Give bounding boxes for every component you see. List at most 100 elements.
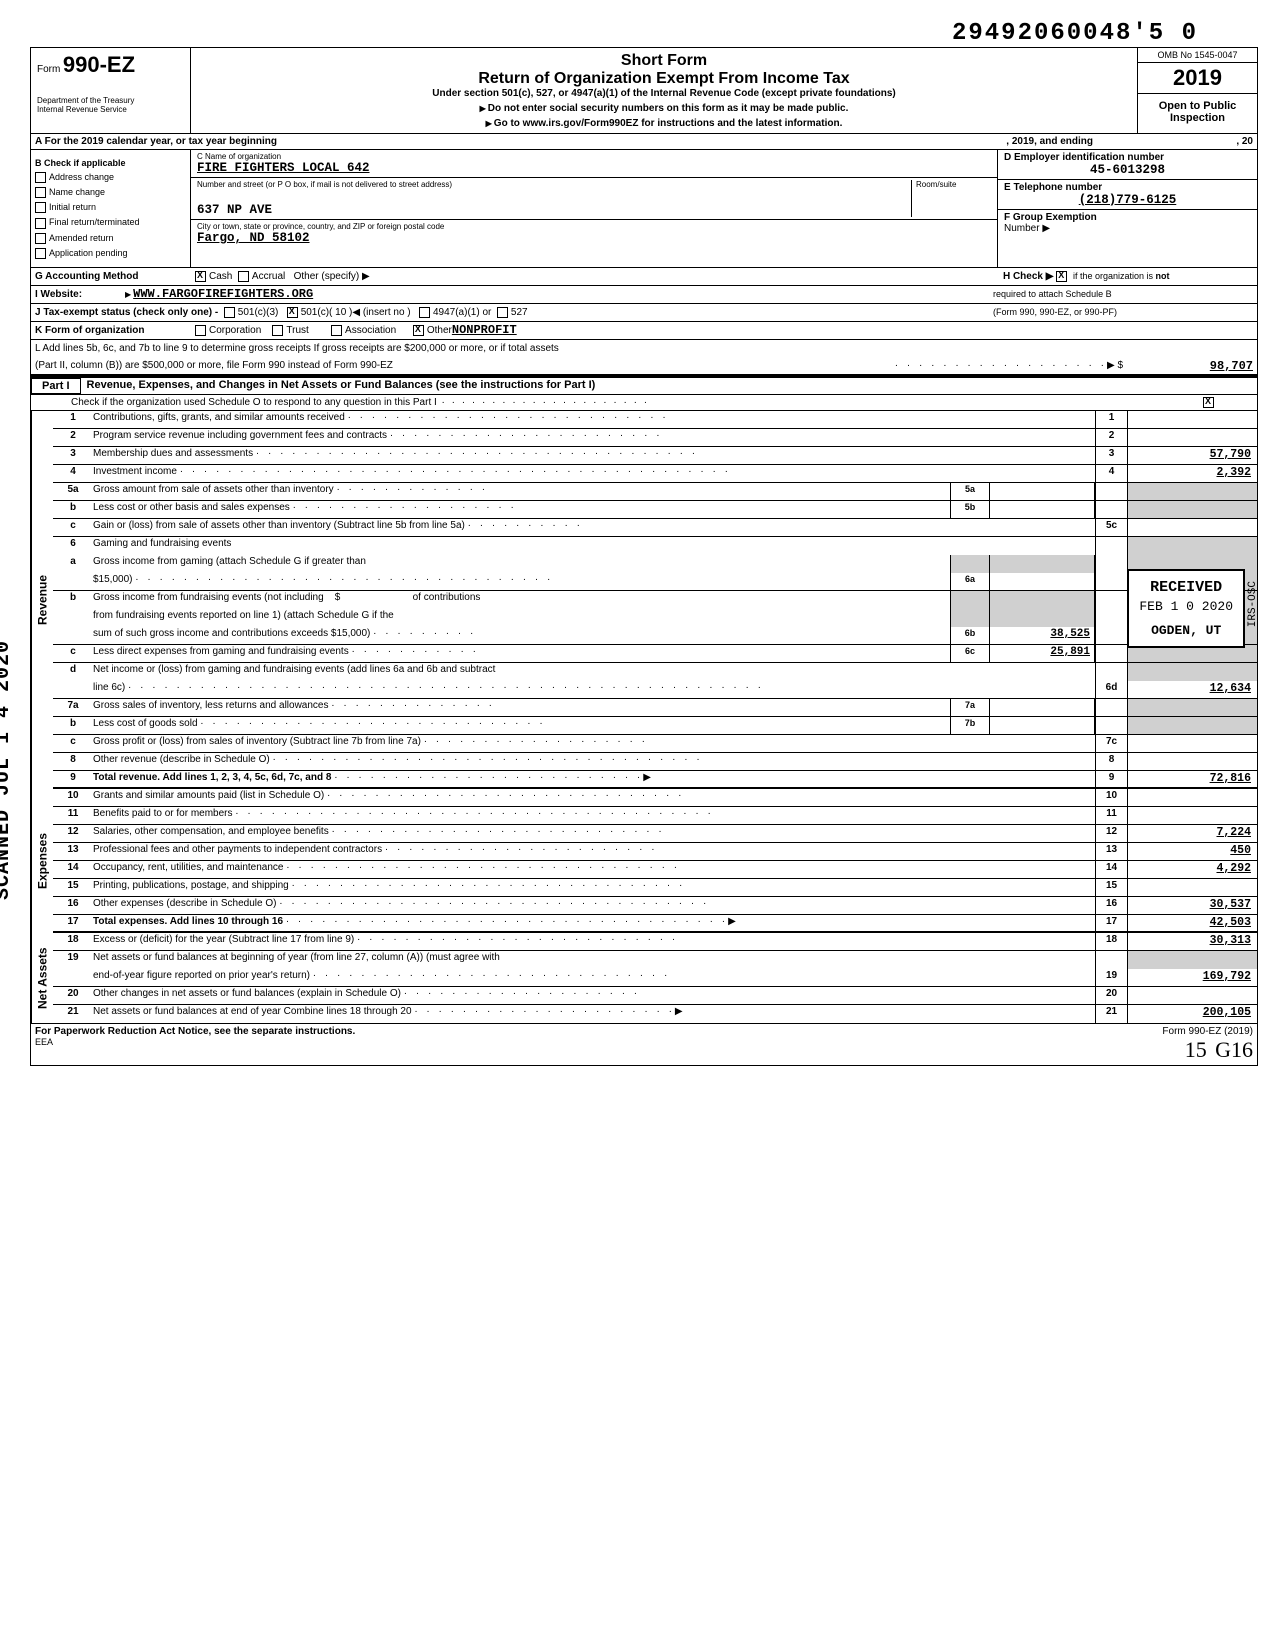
chk-h[interactable] xyxy=(1056,271,1067,282)
line-15-value xyxy=(1127,879,1257,896)
form-number: 990-EZ xyxy=(63,52,135,77)
row-g-accounting: G Accounting Method Cash Accrual Other (… xyxy=(31,268,1257,286)
row-a-prefix: A For the 2019 calendar year, or tax yea… xyxy=(35,136,277,147)
form-header: Form 990-EZ Department of the Treasury I… xyxy=(31,48,1257,134)
instruction-ssn: Do not enter social security numbers on … xyxy=(488,103,849,114)
received-stamp: RECEIVED FEB 1 0 2020 OGDEN, UT IRS-OSC xyxy=(1127,569,1245,648)
schedule-o-text: Check if the organization used Schedule … xyxy=(71,397,437,408)
chk-accrual[interactable] xyxy=(238,271,249,282)
website-value: WWW.FARGOFIREFIGHTERS.ORG xyxy=(133,287,313,301)
scan-number: 29492060048'5 0 xyxy=(30,20,1198,47)
h-text: if the organization is not xyxy=(1073,271,1253,281)
chk-schedule-o[interactable] xyxy=(1203,397,1214,408)
title-return: Return of Organization Exempt From Incom… xyxy=(195,70,1133,88)
row-a-tax-year: A For the 2019 calendar year, or tax yea… xyxy=(31,134,1257,150)
row-a-mid: , 2019, and ending xyxy=(277,136,1133,147)
line-7a-value xyxy=(990,699,1095,716)
title-short-form: Short Form xyxy=(195,52,1133,70)
line-12-value: 7,224 xyxy=(1127,825,1257,842)
chk-final-return[interactable] xyxy=(35,218,46,229)
chk-association[interactable] xyxy=(331,325,342,336)
line-20-value xyxy=(1127,987,1257,1004)
row-l-line2: (Part II, column (B)) are $500,000 or mo… xyxy=(31,358,1257,376)
irs-label: Internal Revenue Service xyxy=(37,105,184,114)
line-10-value xyxy=(1127,789,1257,806)
schedule-o-check-row: Check if the organization used Schedule … xyxy=(31,395,1257,411)
line-7c-value xyxy=(1127,735,1257,752)
line-21-value: 200,105 xyxy=(1127,1005,1257,1023)
line-13-value: 450 xyxy=(1127,843,1257,860)
instruction-url: Go to www.irs.gov/Form990EZ for instruct… xyxy=(494,118,843,129)
tax-year: 2019 xyxy=(1138,63,1257,94)
form-version: Form 990-EZ (2019) xyxy=(1162,1026,1253,1037)
phone-label: E Telephone number xyxy=(1004,182,1251,193)
chk-name-change[interactable] xyxy=(35,187,46,198)
chk-527[interactable] xyxy=(497,307,508,318)
line-9-value: 72,816 xyxy=(1127,771,1257,787)
section-c: C Name of organization FIRE FIGHTERS LOC… xyxy=(191,150,997,267)
room-label: Room/suite xyxy=(916,180,991,189)
i-label: I Website: xyxy=(35,289,125,300)
line-7b-value xyxy=(990,717,1095,734)
chk-501c3[interactable] xyxy=(224,307,235,318)
ein-value: 45-6013298 xyxy=(1004,163,1251,177)
row-k-form-org: K Form of organization Corporation Trust… xyxy=(31,322,1257,340)
part-1-header: Part I Revenue, Expenses, and Changes in… xyxy=(31,376,1257,395)
chk-address-change[interactable] xyxy=(35,172,46,183)
form-label: Form xyxy=(37,64,60,75)
section-def: D Employer identification number 45-6013… xyxy=(997,150,1257,267)
identity-block: B Check if applicable Address change Nam… xyxy=(31,150,1257,268)
expenses-sidelabel: Expenses xyxy=(31,789,53,933)
row-j-tax-exempt: J Tax-exempt status (check only one) - 5… xyxy=(31,304,1257,322)
chk-application-pending[interactable] xyxy=(35,248,46,259)
line-1-value xyxy=(1127,411,1257,428)
chk-4947[interactable] xyxy=(419,307,430,318)
group-exemption-label: F Group Exemption xyxy=(1004,212,1251,223)
line-19-value: 169,792 xyxy=(1127,969,1257,986)
net-assets-sidelabel: Net Assets xyxy=(31,933,53,1023)
line-5a-value xyxy=(990,483,1095,500)
revenue-sidelabel: Revenue xyxy=(31,411,53,789)
line-11-value xyxy=(1127,807,1257,824)
h-label: H Check ▶ xyxy=(1003,271,1053,282)
revenue-section: Revenue RECEIVED FEB 1 0 2020 OGDEN, UT … xyxy=(31,411,1257,789)
other-value: NONPROFIT xyxy=(452,323,517,337)
chk-amended-return[interactable] xyxy=(35,233,46,244)
chk-trust[interactable] xyxy=(272,325,283,336)
dept-treasury: Department of the Treasury xyxy=(37,96,184,105)
chk-cash[interactable] xyxy=(195,271,206,282)
line-3-value: 57,790 xyxy=(1127,447,1257,464)
line-6c-value: 25,891 xyxy=(990,645,1095,662)
j-label: J Tax-exempt status (check only one) - xyxy=(35,307,218,318)
city-label: City or town, state or province, country… xyxy=(197,222,991,231)
part-1-label: Part I xyxy=(31,378,81,394)
gross-receipts-value: 98,707 xyxy=(1123,359,1253,373)
row-l-line1: L Add lines 5b, 6c, and 7b to line 9 to … xyxy=(31,340,1257,358)
line-18-value: 30,313 xyxy=(1127,933,1257,950)
line-2-value xyxy=(1127,429,1257,446)
line-17-value: 42,503 xyxy=(1127,915,1257,931)
chk-other[interactable] xyxy=(413,325,424,336)
section-b-header: B Check if applicable xyxy=(35,158,186,168)
chk-initial-return[interactable] xyxy=(35,202,46,213)
scanned-stamp: SCANNED JUL 1 4 2020 xyxy=(0,640,15,900)
part-1-title: Revenue, Expenses, and Changes in Net As… xyxy=(81,378,1257,394)
city-value: Fargo, ND 58102 xyxy=(197,231,991,245)
form-990ez: Form 990-EZ Department of the Treasury I… xyxy=(30,47,1258,1066)
paperwork-notice: For Paperwork Reduction Act Notice, see … xyxy=(35,1026,355,1037)
handwritten-1: 15 xyxy=(1185,1037,1207,1063)
line-5c-value xyxy=(1127,519,1257,536)
form-footer: For Paperwork Reduction Act Notice, see … xyxy=(31,1023,1257,1065)
row-i-website: I Website: WWW.FARGOFIREFIGHTERS.ORG req… xyxy=(31,286,1257,304)
line-8-value xyxy=(1127,753,1257,770)
eea-label: EEA xyxy=(35,1037,53,1047)
omb-number: OMB No 1545-0047 xyxy=(1138,48,1257,63)
chk-corporation[interactable] xyxy=(195,325,206,336)
chk-501c[interactable] xyxy=(287,307,298,318)
open-to-public: Open to Public Inspection xyxy=(1138,94,1257,130)
street-label: Number and street (or P O box, if mail i… xyxy=(197,180,911,189)
org-name: FIRE FIGHTERS LOCAL 642 xyxy=(197,161,991,175)
line-6a-value xyxy=(990,573,1095,590)
ein-label: D Employer identification number xyxy=(1004,152,1251,163)
g-label: G Accounting Method xyxy=(35,271,195,282)
